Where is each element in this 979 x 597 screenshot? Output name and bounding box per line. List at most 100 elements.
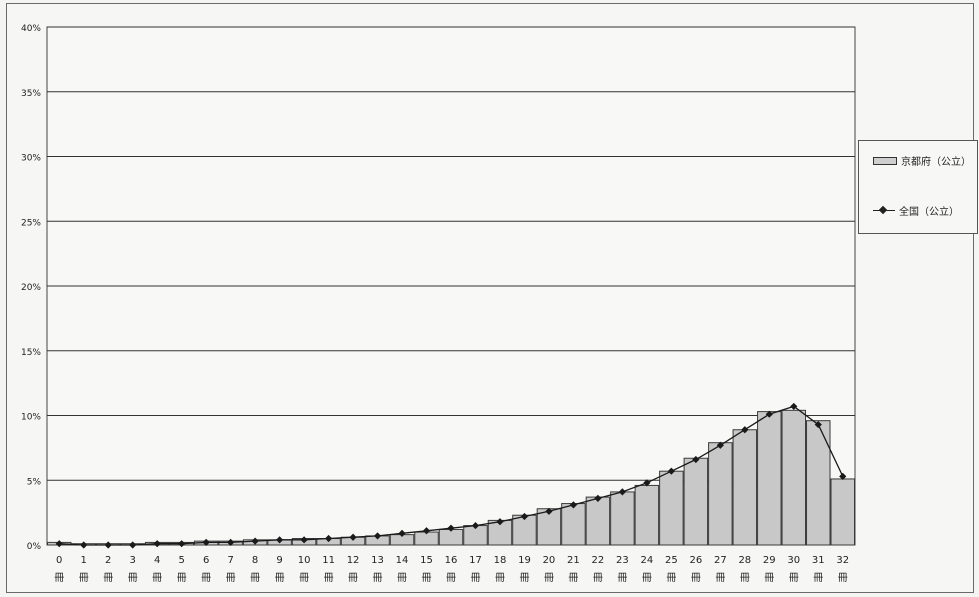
line-point — [251, 537, 259, 545]
legend-item-bar: 京都府（公立） — [873, 153, 971, 168]
y-tick-label: 10% — [21, 413, 41, 423]
bar — [683, 457, 709, 546]
x-tick-label: 5 — [178, 555, 184, 566]
x-tick-label: 24 — [641, 555, 654, 566]
bar — [708, 442, 733, 546]
x-tick-suffix: 冊 — [544, 573, 554, 584]
bar — [659, 470, 684, 546]
x-tick-label: 31 — [812, 555, 825, 566]
x-tick-label: 8 — [252, 555, 258, 566]
bar — [438, 528, 464, 546]
x-tick-label: 30 — [787, 555, 800, 566]
x-tick-label: 19 — [518, 555, 531, 566]
line-point — [276, 536, 284, 544]
x-tick-label: 23 — [616, 555, 629, 566]
bar — [561, 503, 586, 546]
x-tick-label: 25 — [665, 555, 678, 566]
legend: 京都府（公立） 全国（公立） — [858, 140, 978, 234]
line-point — [398, 529, 406, 537]
x-tick-suffix: 冊 — [54, 573, 64, 584]
legend-line-swatch — [873, 206, 895, 216]
line-point — [202, 538, 210, 547]
line-point — [80, 541, 88, 549]
line-point — [716, 441, 724, 449]
x-tick-label: 3 — [130, 555, 136, 566]
line-point — [55, 540, 63, 548]
bar — [757, 411, 782, 546]
x-tick-label: 22 — [592, 555, 605, 566]
x-tick-label: 14 — [396, 555, 409, 566]
line-point — [520, 512, 529, 521]
line-point — [496, 518, 504, 526]
x-tick-label: 18 — [494, 555, 507, 566]
bar — [781, 409, 807, 546]
x-tick-suffix: 冊 — [666, 573, 676, 584]
line-point — [447, 524, 455, 532]
x-tick-label: 27 — [714, 555, 727, 566]
x-tick-suffix: 冊 — [470, 573, 480, 584]
x-tick-label: 15 — [420, 555, 433, 566]
x-tick-suffix: 冊 — [226, 573, 236, 584]
y-tick-label: 5% — [27, 477, 42, 487]
y-tick-label: 0% — [27, 542, 42, 552]
x-tick-label: 29 — [763, 555, 776, 566]
x-tick-suffix: 冊 — [789, 573, 799, 584]
x-tick-suffix: 冊 — [373, 573, 383, 584]
y-tick-label: 15% — [21, 348, 41, 358]
line-point — [741, 426, 749, 434]
x-tick-label: 26 — [689, 555, 702, 566]
x-tick-suffix: 冊 — [519, 573, 529, 584]
x-tick-suffix: 冊 — [128, 573, 138, 584]
x-tick-label: 28 — [738, 555, 751, 566]
x-tick-label: 13 — [371, 555, 384, 566]
y-tick-label: 25% — [21, 218, 41, 228]
x-tick-label: 0 — [56, 555, 62, 566]
line-point — [471, 521, 480, 530]
x-tick-label: 10 — [298, 555, 311, 566]
x-tick-suffix: 冊 — [201, 573, 211, 584]
line-point — [300, 536, 308, 544]
line-point — [324, 534, 333, 543]
legend-bar-swatch — [873, 156, 897, 165]
line-point — [839, 472, 847, 480]
bar — [830, 478, 855, 546]
x-tick-suffix: 冊 — [764, 573, 774, 584]
x-tick-label: 1 — [81, 555, 87, 566]
x-tick-suffix: 冊 — [103, 573, 113, 584]
x-tick-label: 32 — [836, 555, 849, 566]
x-tick-label: 4 — [154, 555, 160, 566]
x-tick-suffix: 冊 — [642, 573, 652, 584]
x-tick-suffix: 冊 — [740, 573, 750, 584]
legend-bar-label: 京都府（公立） — [901, 157, 971, 168]
x-tick-label: 9 — [276, 555, 282, 566]
x-tick-suffix: 冊 — [324, 573, 334, 584]
y-tick-label: 35% — [21, 89, 41, 99]
line-point — [349, 533, 357, 541]
bar — [634, 484, 660, 546]
bar — [610, 491, 635, 546]
x-tick-label: 7 — [227, 555, 233, 566]
x-tick-suffix: 冊 — [422, 573, 432, 584]
line-point — [178, 540, 186, 548]
line-point — [569, 501, 578, 509]
y-tick-label: 40% — [21, 24, 41, 34]
bar — [585, 496, 611, 546]
line-point — [765, 410, 773, 418]
line-point — [373, 532, 382, 540]
x-tick-suffix: 冊 — [348, 573, 358, 584]
x-tick-suffix: 冊 — [838, 573, 848, 584]
x-tick-label: 11 — [322, 555, 335, 566]
x-tick-suffix: 冊 — [152, 573, 162, 584]
x-tick-suffix: 冊 — [250, 573, 260, 584]
x-tick-suffix: 冊 — [177, 573, 187, 584]
x-tick-label: 17 — [469, 555, 482, 566]
line-point — [129, 541, 137, 549]
x-tick-suffix: 冊 — [617, 573, 627, 584]
y-tick-label: 30% — [21, 154, 41, 164]
line-point — [667, 467, 675, 475]
line-point — [692, 455, 700, 464]
x-tick-label: 20 — [543, 555, 556, 566]
y-tick-label: 20% — [21, 283, 41, 293]
bar — [732, 429, 758, 546]
